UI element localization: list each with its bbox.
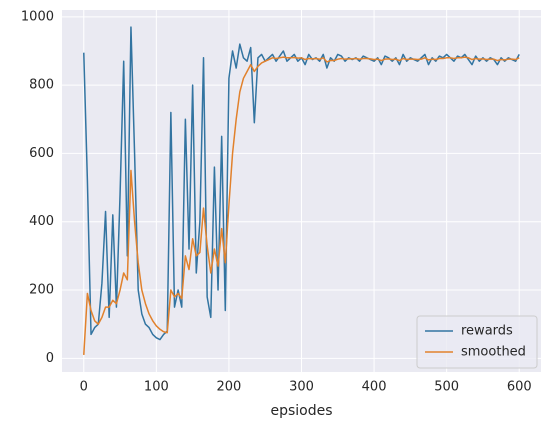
- x-tick-label: 200: [217, 380, 242, 395]
- y-tick-label: 400: [29, 214, 54, 229]
- y-tick-label: 1000: [21, 9, 54, 24]
- legend-box: [416, 315, 538, 369]
- x-tick-label: 0: [80, 380, 88, 395]
- y-tick-label: 600: [29, 146, 54, 161]
- y-tick-label: 200: [29, 283, 54, 298]
- x-axis-label: epsiodes: [270, 403, 332, 419]
- y-tick-label: 0: [46, 351, 54, 366]
- x-tick-label: 500: [434, 380, 459, 395]
- x-tick-label: 100: [144, 380, 169, 395]
- x-tick-label: 300: [289, 380, 314, 395]
- x-tick-label: 400: [362, 380, 387, 395]
- legend-label: smoothed: [461, 345, 526, 360]
- x-tick-label: 600: [507, 380, 532, 395]
- legend-label: rewards: [461, 324, 513, 339]
- series-line: [83, 56, 520, 355]
- y-tick-label: 800: [29, 78, 54, 93]
